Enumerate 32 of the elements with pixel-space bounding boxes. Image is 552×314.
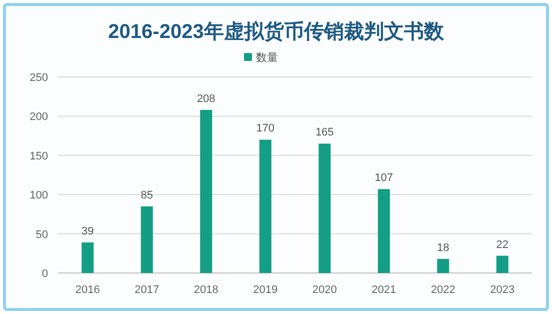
y-tick-label: 200 (30, 111, 48, 124)
data-label: 107 (374, 172, 394, 184)
x-tick-label: 2017 (134, 284, 160, 296)
data-label: 18 (437, 242, 450, 254)
data-label: 165 (315, 126, 334, 139)
bar (496, 256, 508, 273)
y-tick-label: 0 (42, 268, 48, 280)
x-tick-label: 2019 (253, 284, 278, 296)
y-tick-label: 150 (30, 150, 48, 162)
bar (378, 189, 390, 273)
data-label: 85 (140, 189, 153, 202)
data-label: 39 (82, 225, 94, 238)
x-tick-label: 2023 (490, 284, 515, 296)
x-tick-label: 2018 (194, 284, 218, 296)
data-label: 22 (496, 238, 508, 251)
x-tick-label: 2022 (430, 284, 456, 296)
x-tick-label: 2016 (75, 284, 100, 296)
legend-label: 数量 (256, 52, 278, 64)
bar (437, 258, 450, 273)
x-tick-label: 2020 (312, 284, 337, 296)
bar (259, 140, 272, 273)
bar (82, 242, 94, 273)
y-tick-label: 250 (30, 72, 48, 84)
bar (318, 144, 331, 273)
y-tick-label: 50 (36, 228, 48, 241)
bar (140, 206, 153, 273)
data-label: 170 (256, 122, 275, 135)
chart-title: 2016-2023年虚拟货币传销裁判文书数 (108, 20, 445, 43)
x-tick-label: 2021 (372, 284, 396, 296)
y-tick-label: 100 (30, 190, 48, 202)
data-label: 208 (196, 92, 216, 105)
bar (200, 110, 212, 273)
